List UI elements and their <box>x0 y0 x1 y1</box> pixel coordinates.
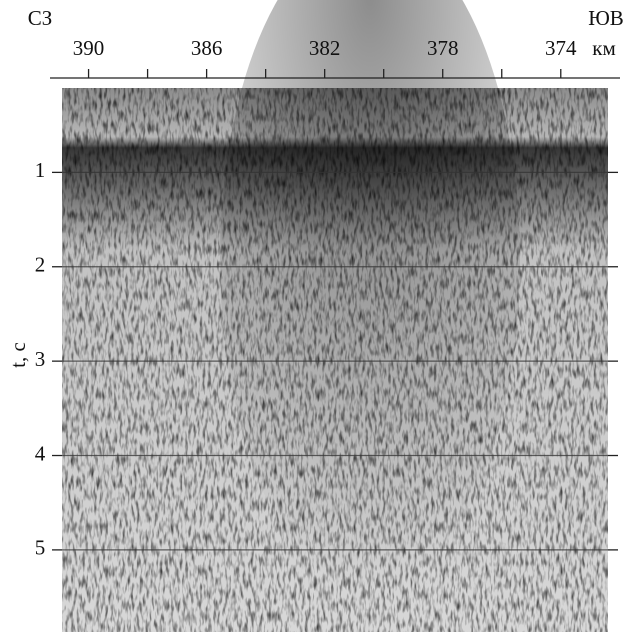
y-tick-label: 2 <box>35 253 46 277</box>
y-tick-label: 3 <box>35 347 46 371</box>
y-axis-label: t, с <box>6 342 30 368</box>
x-unit: км <box>592 36 616 60</box>
x-tick-label: 374 <box>545 36 577 60</box>
x-tick-label: 378 <box>427 36 459 60</box>
x-tick-label: 382 <box>309 36 341 60</box>
y-tick-label: 4 <box>35 441 46 465</box>
x-tick-label: 390 <box>73 36 105 60</box>
seismic-image <box>62 0 608 632</box>
direction-left: СЗ <box>28 6 53 30</box>
x-tick-label: 386 <box>191 36 223 60</box>
y-tick-label: 5 <box>35 536 46 560</box>
direction-right: ЮВ <box>588 6 624 30</box>
y-tick-label: 1 <box>35 158 46 182</box>
